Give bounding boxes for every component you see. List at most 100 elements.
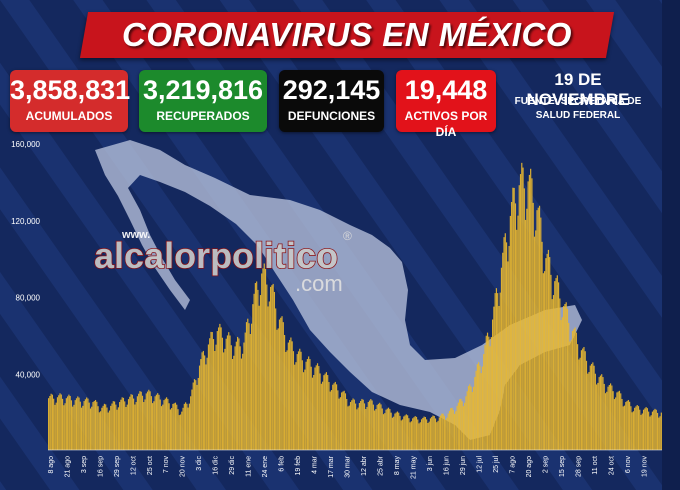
bar	[367, 402, 369, 450]
bar	[258, 305, 260, 450]
bar	[365, 408, 367, 450]
bar	[488, 336, 490, 450]
bar	[305, 361, 307, 450]
bar	[88, 402, 90, 450]
bar	[533, 236, 536, 450]
bar	[612, 391, 614, 450]
bar	[596, 384, 598, 450]
bar	[540, 217, 542, 450]
bar	[519, 174, 522, 451]
bar	[239, 346, 241, 450]
watermark-prefix: www.	[121, 229, 150, 241]
bar	[620, 393, 622, 450]
bar	[391, 417, 393, 450]
bar	[346, 398, 348, 450]
bar	[216, 331, 218, 450]
x-tick-label: 28 sep	[576, 456, 583, 477]
x-tick-label: 20 ago	[526, 456, 533, 478]
bar	[250, 323, 253, 450]
bar	[485, 335, 487, 450]
bar	[465, 396, 467, 450]
bar	[131, 394, 133, 450]
bar	[115, 404, 117, 450]
bar	[264, 268, 267, 450]
bar	[361, 398, 363, 450]
bar	[74, 400, 76, 450]
bar	[285, 351, 287, 450]
bar	[174, 402, 177, 450]
bar	[220, 327, 222, 450]
bar	[632, 411, 635, 450]
bar	[412, 418, 414, 450]
bar	[301, 360, 303, 450]
bar	[292, 351, 295, 450]
bar	[325, 372, 328, 450]
bar	[195, 380, 197, 450]
bar	[457, 402, 459, 450]
bar	[582, 348, 584, 450]
stat-activos-label: ACTIVOS POR DÍA	[404, 109, 488, 139]
bar	[588, 372, 590, 450]
bar	[493, 306, 495, 450]
bar	[484, 345, 486, 450]
bar	[296, 354, 298, 450]
x-tick-label: 12 oct	[130, 456, 137, 475]
bar	[535, 230, 537, 450]
bar	[59, 393, 61, 450]
x-tick-label: 7 nov	[163, 456, 170, 474]
bar	[89, 408, 92, 450]
bar	[550, 274, 552, 450]
bar	[469, 384, 471, 450]
x-tick-label: 12 abr	[361, 455, 368, 476]
bar	[337, 390, 339, 450]
bar	[291, 341, 293, 450]
bar	[401, 419, 404, 450]
bar	[599, 375, 602, 450]
x-tick-label: 7 ago	[510, 456, 517, 474]
bar	[374, 410, 376, 450]
bar	[635, 406, 637, 450]
bars-group	[48, 162, 662, 451]
bar	[555, 278, 557, 450]
bar	[322, 381, 324, 450]
bar	[280, 317, 282, 450]
bar	[78, 397, 80, 450]
bar	[50, 393, 52, 450]
bar	[356, 409, 358, 450]
x-tick-label: 12 jul	[477, 456, 484, 473]
watermark-brand: alcalorpolitico	[94, 235, 338, 276]
bar	[385, 409, 387, 450]
bar	[453, 413, 456, 450]
bar	[335, 384, 338, 450]
bar	[256, 281, 258, 450]
stat-activos-value: 19,448	[404, 75, 488, 105]
bar	[380, 404, 382, 450]
bar	[640, 414, 642, 450]
bar	[433, 416, 435, 450]
bar	[521, 162, 523, 450]
bar	[526, 208, 528, 450]
bar	[432, 415, 434, 450]
bar	[451, 407, 453, 450]
bar	[512, 187, 514, 450]
bar	[377, 403, 380, 450]
bar	[474, 377, 476, 450]
bar	[461, 401, 463, 450]
bar	[466, 391, 468, 450]
bar	[103, 403, 106, 450]
bar	[481, 366, 484, 450]
bar	[254, 283, 256, 450]
stat-acumulados-value: 3,858,831	[10, 75, 131, 105]
bar	[621, 398, 623, 450]
bar	[400, 420, 402, 450]
bar	[608, 385, 610, 450]
bar	[363, 403, 366, 450]
bar	[235, 341, 237, 450]
bar	[158, 394, 160, 450]
bar	[602, 377, 604, 450]
bar	[613, 399, 615, 450]
bar	[606, 391, 608, 450]
bar	[211, 332, 213, 450]
bar	[344, 393, 347, 450]
bar	[549, 257, 551, 450]
